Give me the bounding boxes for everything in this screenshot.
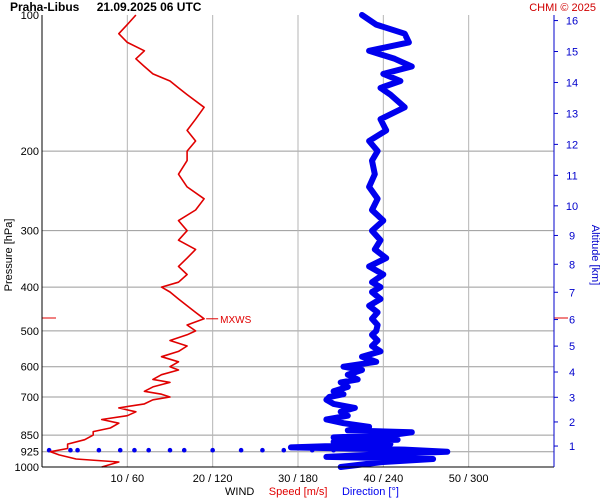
direction-dot <box>132 447 137 453</box>
altitude-tick-label: 7 <box>569 287 575 299</box>
altitude-tick-label: 3 <box>569 392 575 404</box>
pressure-tick-label: 200 <box>21 146 39 158</box>
bottom-legend: WIND Speed [m/s] Direction [°] <box>225 482 399 499</box>
altitude-axis-label: Altitude [km] <box>589 225 600 286</box>
pressure-tick-label: 600 <box>21 362 39 374</box>
direction-dot <box>281 447 287 453</box>
altitude-tick-label: 10 <box>566 201 578 213</box>
speed-label: Speed [m/s] <box>269 486 328 498</box>
direction-series-line <box>287 12 451 470</box>
direction-dot <box>96 447 102 453</box>
pressure-tick-label: 400 <box>21 282 39 294</box>
wind-tick-label: 30 / 180 <box>278 473 318 485</box>
altitude-tick-label: 13 <box>566 108 578 120</box>
altitude-tick-label: 11 <box>566 170 577 182</box>
direction-dot <box>210 447 215 453</box>
pressure-tick-label: 300 <box>21 226 39 238</box>
altitude-tick-label: 4 <box>569 367 575 379</box>
direction-dot <box>167 447 173 453</box>
direction-label: Direction [°] <box>342 486 399 498</box>
altitude-tick-label: 5 <box>569 341 575 353</box>
altitude-tick-label: 15 <box>566 47 578 59</box>
sounding-datetime: 21.09.2025 06 UTC <box>97 0 202 14</box>
wind-tick-label: 10 / 60 <box>111 473 145 485</box>
speed-series-line <box>49 14 205 468</box>
altitude-tick-label: 6 <box>569 315 575 327</box>
pressure-tick-label: 500 <box>21 326 39 338</box>
direction-dot <box>238 447 244 453</box>
direction-dot <box>309 447 315 453</box>
altitude-tick-label: 16 <box>566 16 578 28</box>
altitude-tick-label: 14 <box>566 77 578 89</box>
credit-text: CHMI © 2025 <box>529 2 596 14</box>
mxws-label: MXWS <box>220 315 251 326</box>
pressure-tick-label: 100 <box>21 10 39 22</box>
mxws-annotation: MXWS <box>206 315 252 326</box>
pressure-tick-label: 850 <box>21 430 39 442</box>
direction-dot <box>117 447 123 453</box>
pressure-tick-label: 925 <box>21 447 39 459</box>
station-title: Praha-Libus 21.09.2025 06 UTC <box>10 0 202 14</box>
direction-dot <box>260 447 265 453</box>
wind-tick-label: 40 / 240 <box>363 473 403 485</box>
direction-dot <box>181 447 187 453</box>
wind-tick-label: 20 / 120 <box>193 473 233 485</box>
altitude-tick-label: 2 <box>569 417 575 429</box>
altitude-tick-label: 12 <box>566 139 578 151</box>
altitude-tick-label: 9 <box>569 230 575 242</box>
wind-tick-label: 50 / 300 <box>449 473 489 485</box>
pressure-tick-label: 1000 <box>15 462 39 474</box>
pressure-tick-label: 700 <box>21 392 39 404</box>
altitude-tick-label: 8 <box>569 259 575 271</box>
pressure-tick-labels: 100 200 300 400 500 600 700 850 925 1000 <box>15 10 39 474</box>
direction-dot <box>75 447 80 453</box>
direction-dot <box>331 447 336 453</box>
direction-dot <box>146 447 151 453</box>
station-name: Praha-Libus <box>10 0 80 14</box>
wind-label: WIND <box>225 486 254 498</box>
wind-tick-labels: 10 / 60 20 / 120 30 / 180 40 / 240 50 / 300 <box>111 473 489 485</box>
direction-dot <box>68 447 73 453</box>
pressure-axis-label: Pressure [hPa] <box>3 219 15 292</box>
altitude-tick-label: 1 <box>569 441 575 453</box>
